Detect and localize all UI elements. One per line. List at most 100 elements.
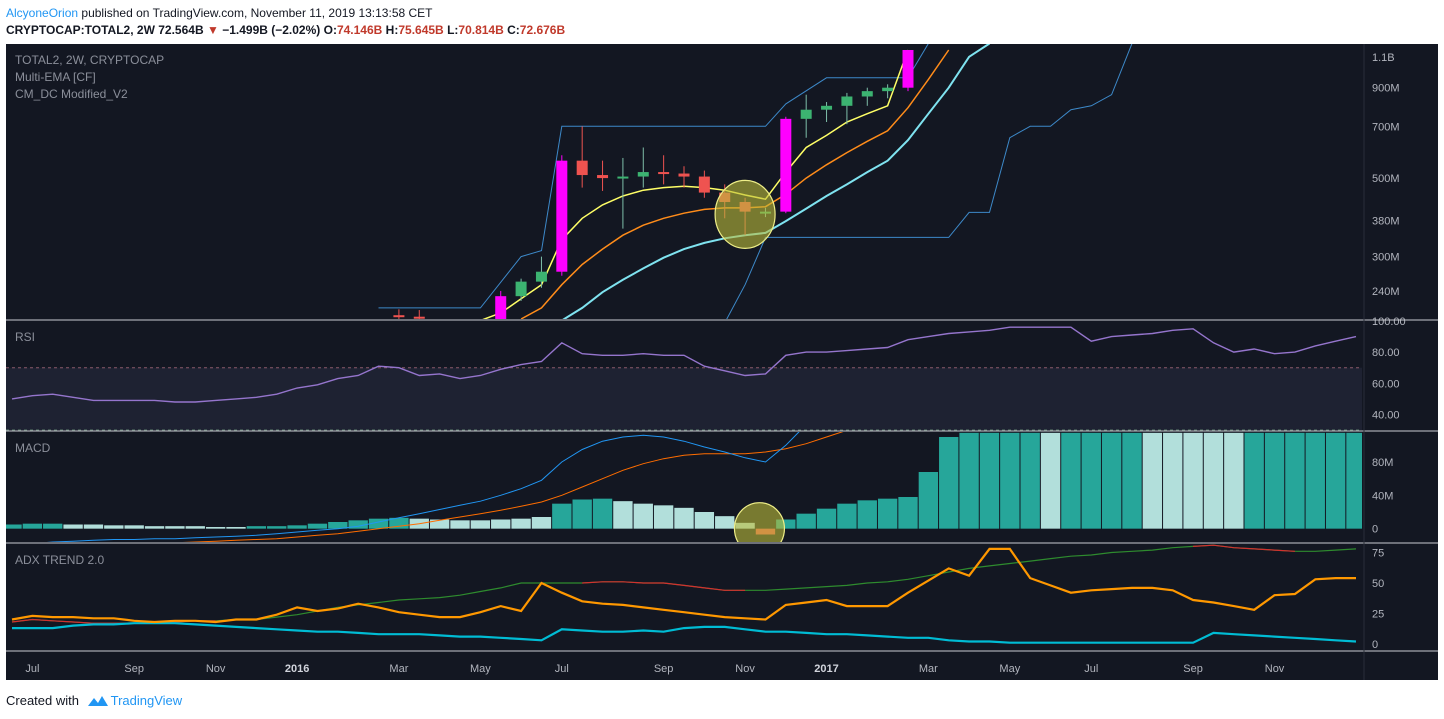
macd-histogram-bar[interactable] <box>104 525 124 529</box>
candle-body[interactable] <box>780 118 792 212</box>
macd-histogram-bar[interactable] <box>470 520 491 529</box>
macd-histogram-bar[interactable] <box>877 498 898 529</box>
candle-body[interactable] <box>495 296 507 319</box>
macd-histogram-bar[interactable] <box>1244 432 1264 529</box>
macd-histogram-bar[interactable] <box>1203 432 1224 529</box>
macd-histogram-bar[interactable] <box>368 518 389 529</box>
macd-histogram-bar[interactable] <box>144 526 165 529</box>
adx-line[interactable] <box>11 547 1356 624</box>
adx-panel[interactable]: 75 50 25 0 ADX TREND 2.0 <box>11 544 1384 651</box>
macd-histogram-bar[interactable] <box>83 524 104 529</box>
macd-histogram-bar[interactable] <box>1101 432 1122 529</box>
time-axis[interactable]: Jul Sep Nov 2016 Mar May Jul Sep Nov 2017 Mar May Ju… <box>25 663 1284 675</box>
tradingview-brand-link[interactable]: TradingView <box>110 693 183 708</box>
macd-histogram-bar[interactable] <box>491 519 511 529</box>
macd-histogram-bar[interactable] <box>205 527 226 529</box>
macd-histogram-bar[interactable] <box>939 437 959 529</box>
macd-histogram-bar[interactable] <box>63 524 83 529</box>
candle-body[interactable] <box>597 175 609 179</box>
macd-panel[interactable]: 80M 40M 0 MACD <box>6 404 1393 555</box>
candle-body[interactable] <box>576 160 588 176</box>
candle-body[interactable] <box>515 281 527 297</box>
macd-histogram-bar[interactable] <box>328 522 348 529</box>
author-link[interactable]: AlcyoneOrion <box>6 6 79 20</box>
price-panel[interactable]: 1.1B 900M 700M 500M 380M 300M 240M TOTAL2, 2W, … <box>15 44 1400 323</box>
symbol-name[interactable]: CRYPTOCAP:TOTAL2, 2W <box>6 23 155 37</box>
macd-histogram-bar[interactable] <box>979 432 1000 529</box>
macd-histogram-bar[interactable] <box>307 523 328 529</box>
macd-histogram-bar[interactable] <box>511 518 531 529</box>
macd-histogram-bar[interactable] <box>43 523 63 529</box>
macd-histogram-bar[interactable] <box>857 500 877 529</box>
macd-histogram-bar[interactable] <box>1040 432 1061 529</box>
price-axis-tick-label: 240M <box>1372 286 1400 298</box>
macd-histogram-bar[interactable] <box>674 507 694 529</box>
macd-histogram-bar[interactable] <box>226 527 246 529</box>
macd-histogram-bar[interactable] <box>1224 432 1244 529</box>
candle-body[interactable] <box>393 315 405 318</box>
macd-histogram-bar[interactable] <box>389 517 409 529</box>
macd-histogram-bar[interactable] <box>450 520 470 529</box>
macd-histogram-bar[interactable] <box>1081 432 1101 529</box>
macd-histogram-bar[interactable] <box>165 526 185 529</box>
macd-histogram-bar[interactable] <box>837 503 857 529</box>
macd-histogram-bar[interactable] <box>1000 432 1020 529</box>
macd-histogram-bar[interactable] <box>348 520 368 529</box>
candle-body[interactable] <box>861 91 873 97</box>
macd-histogram-bar[interactable] <box>124 525 144 529</box>
macd-histogram-bar[interactable] <box>898 497 918 529</box>
chart-svg[interactable]: 1.1B 900M 700M 500M 380M 300M 240M TOTAL2, 2W, … <box>6 44 1438 680</box>
macd-histogram-bar[interactable] <box>1325 432 1346 529</box>
macd-histogram-bar[interactable] <box>429 519 450 529</box>
candle-body[interactable] <box>413 316 425 319</box>
macd-histogram-bar[interactable] <box>1142 432 1163 529</box>
macd-histogram-bar[interactable] <box>1061 432 1081 529</box>
rsi-line[interactable] <box>11 326 1357 403</box>
candle-body[interactable] <box>821 105 833 110</box>
macd-histogram-bar[interactable] <box>918 472 939 529</box>
macd-histogram-bar[interactable] <box>1183 432 1203 529</box>
macd-histogram-bar[interactable] <box>1285 432 1305 529</box>
macd-histogram-bar[interactable] <box>653 505 674 529</box>
macd-plot[interactable] <box>6 404 1366 555</box>
candle-body[interactable] <box>637 172 649 177</box>
macd-histogram-bar[interactable] <box>613 501 633 529</box>
candle-body[interactable] <box>678 173 690 177</box>
candle-body[interactable] <box>556 160 568 272</box>
candle-body[interactable] <box>902 50 914 88</box>
macd-histogram-bar[interactable] <box>572 499 592 529</box>
candle-body[interactable] <box>617 176 629 179</box>
macd-histogram-bar[interactable] <box>6 524 22 529</box>
candle-body[interactable] <box>882 87 894 92</box>
price-plot[interactable] <box>378 44 1133 323</box>
macd-histogram-bar[interactable] <box>715 516 735 529</box>
macd-histogram-bar[interactable] <box>592 498 613 529</box>
macd-histogram-bar[interactable] <box>1264 432 1285 529</box>
macd-histogram-bar[interactable] <box>816 508 837 529</box>
macd-histogram-bar[interactable] <box>267 526 287 529</box>
macd-histogram-bar[interactable] <box>185 526 205 529</box>
macd-histogram-bar[interactable] <box>1346 432 1365 529</box>
macd-histogram-bar[interactable] <box>1122 432 1142 529</box>
macd-histogram-bar[interactable] <box>694 512 715 529</box>
candle-body[interactable] <box>698 176 710 193</box>
macd-histogram-bar[interactable] <box>552 503 572 529</box>
macd-histogram-bar[interactable] <box>22 523 43 529</box>
macd-histogram-bar[interactable] <box>633 503 653 529</box>
chart-area[interactable]: 1.1B 900M 700M 500M 380M 300M 240M TOTAL2, 2W, … <box>6 44 1438 680</box>
macd-histogram-bar[interactable] <box>796 513 816 529</box>
macd-histogram-bar[interactable] <box>776 519 796 529</box>
time-axis-label: Jul <box>25 663 39 675</box>
macd-histogram-bar[interactable] <box>1020 432 1040 529</box>
macd-histogram-bar[interactable] <box>531 517 552 529</box>
macd-histogram-bar[interactable] <box>959 432 979 529</box>
macd-histogram-bar[interactable] <box>246 526 267 529</box>
candle-body[interactable] <box>841 96 853 106</box>
macd-histogram-bar[interactable] <box>287 525 307 529</box>
candle-body[interactable] <box>800 109 812 119</box>
candle-body[interactable] <box>535 271 547 282</box>
rsi-panel[interactable]: 100.00 80.00 60.00 40.00 RSI <box>6 316 1406 431</box>
candle-body[interactable] <box>658 172 670 175</box>
macd-histogram-bar[interactable] <box>1305 432 1325 529</box>
macd-histogram-bar[interactable] <box>1163 432 1183 529</box>
